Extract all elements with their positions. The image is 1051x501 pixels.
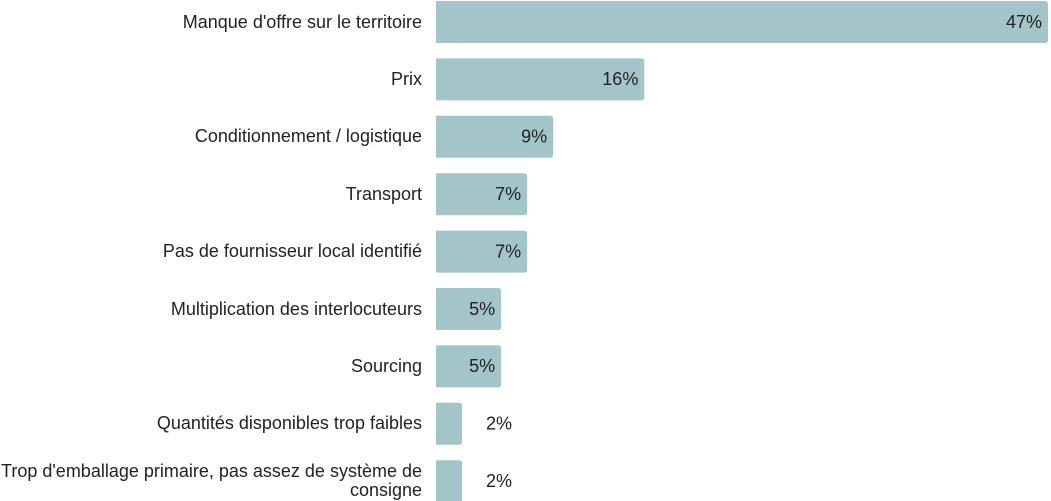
bar <box>436 345 502 388</box>
bar <box>436 173 528 216</box>
value-label: 7% <box>495 184 521 204</box>
category-text: Multiplication des interlocuteurs <box>170 298 422 319</box>
category-label: Conditionnement / logistique <box>0 115 422 159</box>
value-label: 16% <box>602 69 638 89</box>
category-text: Conditionnement / logistique <box>194 126 422 147</box>
value-label: 7% <box>495 241 521 261</box>
category-label: Transport <box>0 172 422 216</box>
value-label: 5% <box>469 356 495 376</box>
bar <box>436 288 502 330</box>
bar <box>436 115 554 158</box>
category-label: Manque d'offre sur le territoire <box>0 0 422 44</box>
bar <box>436 1 1048 43</box>
category-label: Prix <box>0 57 422 101</box>
bar <box>436 460 463 501</box>
category-label: Sourcing <box>0 344 422 388</box>
category-text: Quantités disponibles trop faibles <box>156 413 422 434</box>
value-label: 2% <box>486 414 512 434</box>
bar <box>436 58 645 101</box>
value-label: 47% <box>1006 12 1042 32</box>
category-label: Trop d'emballage primaire, pas assez de … <box>0 459 422 501</box>
value-label: 2% <box>486 471 512 491</box>
category-label: Quantités disponibles trop faibles <box>0 402 422 446</box>
category-text: Transport <box>345 183 422 204</box>
bar <box>436 230 528 273</box>
category-text: Trop d'emballage primaire, pas assez de … <box>1 461 422 501</box>
category-label: Multiplication des interlocuteurs <box>0 287 422 331</box>
category-text: Sourcing <box>350 355 422 376</box>
category-label: Pas de fournisseur local identifié <box>0 230 422 274</box>
value-label: 9% <box>521 127 547 147</box>
category-text: Manque d'offre sur le territoire <box>182 11 422 32</box>
category-text: Pas de fournisseur local identifié <box>162 241 422 262</box>
category-text: Prix <box>391 68 422 89</box>
bar <box>436 402 463 445</box>
value-label: 5% <box>469 299 495 319</box>
